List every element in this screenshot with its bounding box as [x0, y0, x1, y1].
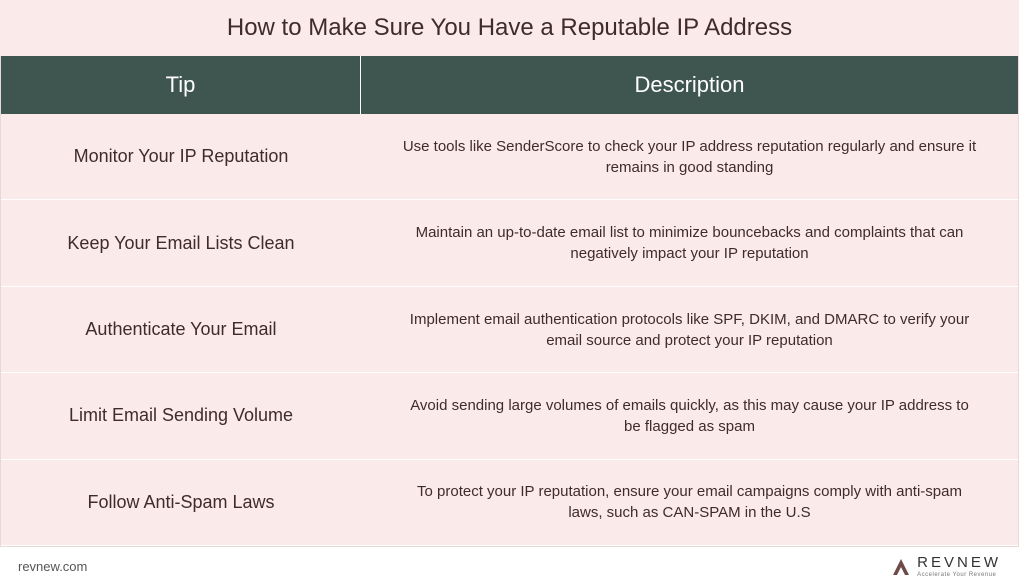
- tips-table: Tip Description Monitor Your IP Reputati…: [0, 56, 1019, 546]
- table-row: Monitor Your IP Reputation Use tools lik…: [1, 114, 1018, 200]
- cell-description: Maintain an up-to-date email list to min…: [361, 222, 1018, 264]
- brand-logo: REVNEW Accelerate Your Revenue: [891, 555, 1001, 578]
- brand-name: REVNEW: [917, 555, 1001, 570]
- brand-logo-icon: [891, 558, 911, 576]
- brand-tagline: Accelerate Your Revenue: [917, 572, 1001, 578]
- footer: revnew.com REVNEW Accelerate Your Revenu…: [0, 546, 1019, 586]
- cell-description: Implement email authentication protocols…: [361, 309, 1018, 351]
- table-row: Authenticate Your Email Implement email …: [1, 287, 1018, 373]
- cell-description: Avoid sending large volumes of emails qu…: [361, 395, 1018, 437]
- cell-tip: Keep Your Email Lists Clean: [1, 233, 361, 254]
- cell-tip: Follow Anti-Spam Laws: [1, 492, 361, 513]
- table-header-row: Tip Description: [1, 56, 1018, 114]
- footer-site-url: revnew.com: [18, 559, 87, 574]
- cell-tip: Limit Email Sending Volume: [1, 405, 361, 426]
- page-title: How to Make Sure You Have a Reputable IP…: [0, 0, 1019, 56]
- header-description: Description: [361, 56, 1018, 114]
- table-row: Follow Anti-Spam Laws To protect your IP…: [1, 460, 1018, 546]
- table-row: Limit Email Sending Volume Avoid sending…: [1, 373, 1018, 459]
- cell-description: Use tools like SenderScore to check your…: [361, 136, 1018, 178]
- cell-description: To protect your IP reputation, ensure yo…: [361, 481, 1018, 523]
- header-tip: Tip: [1, 56, 361, 114]
- table-row: Keep Your Email Lists Clean Maintain an …: [1, 200, 1018, 286]
- cell-tip: Monitor Your IP Reputation: [1, 146, 361, 167]
- cell-tip: Authenticate Your Email: [1, 319, 361, 340]
